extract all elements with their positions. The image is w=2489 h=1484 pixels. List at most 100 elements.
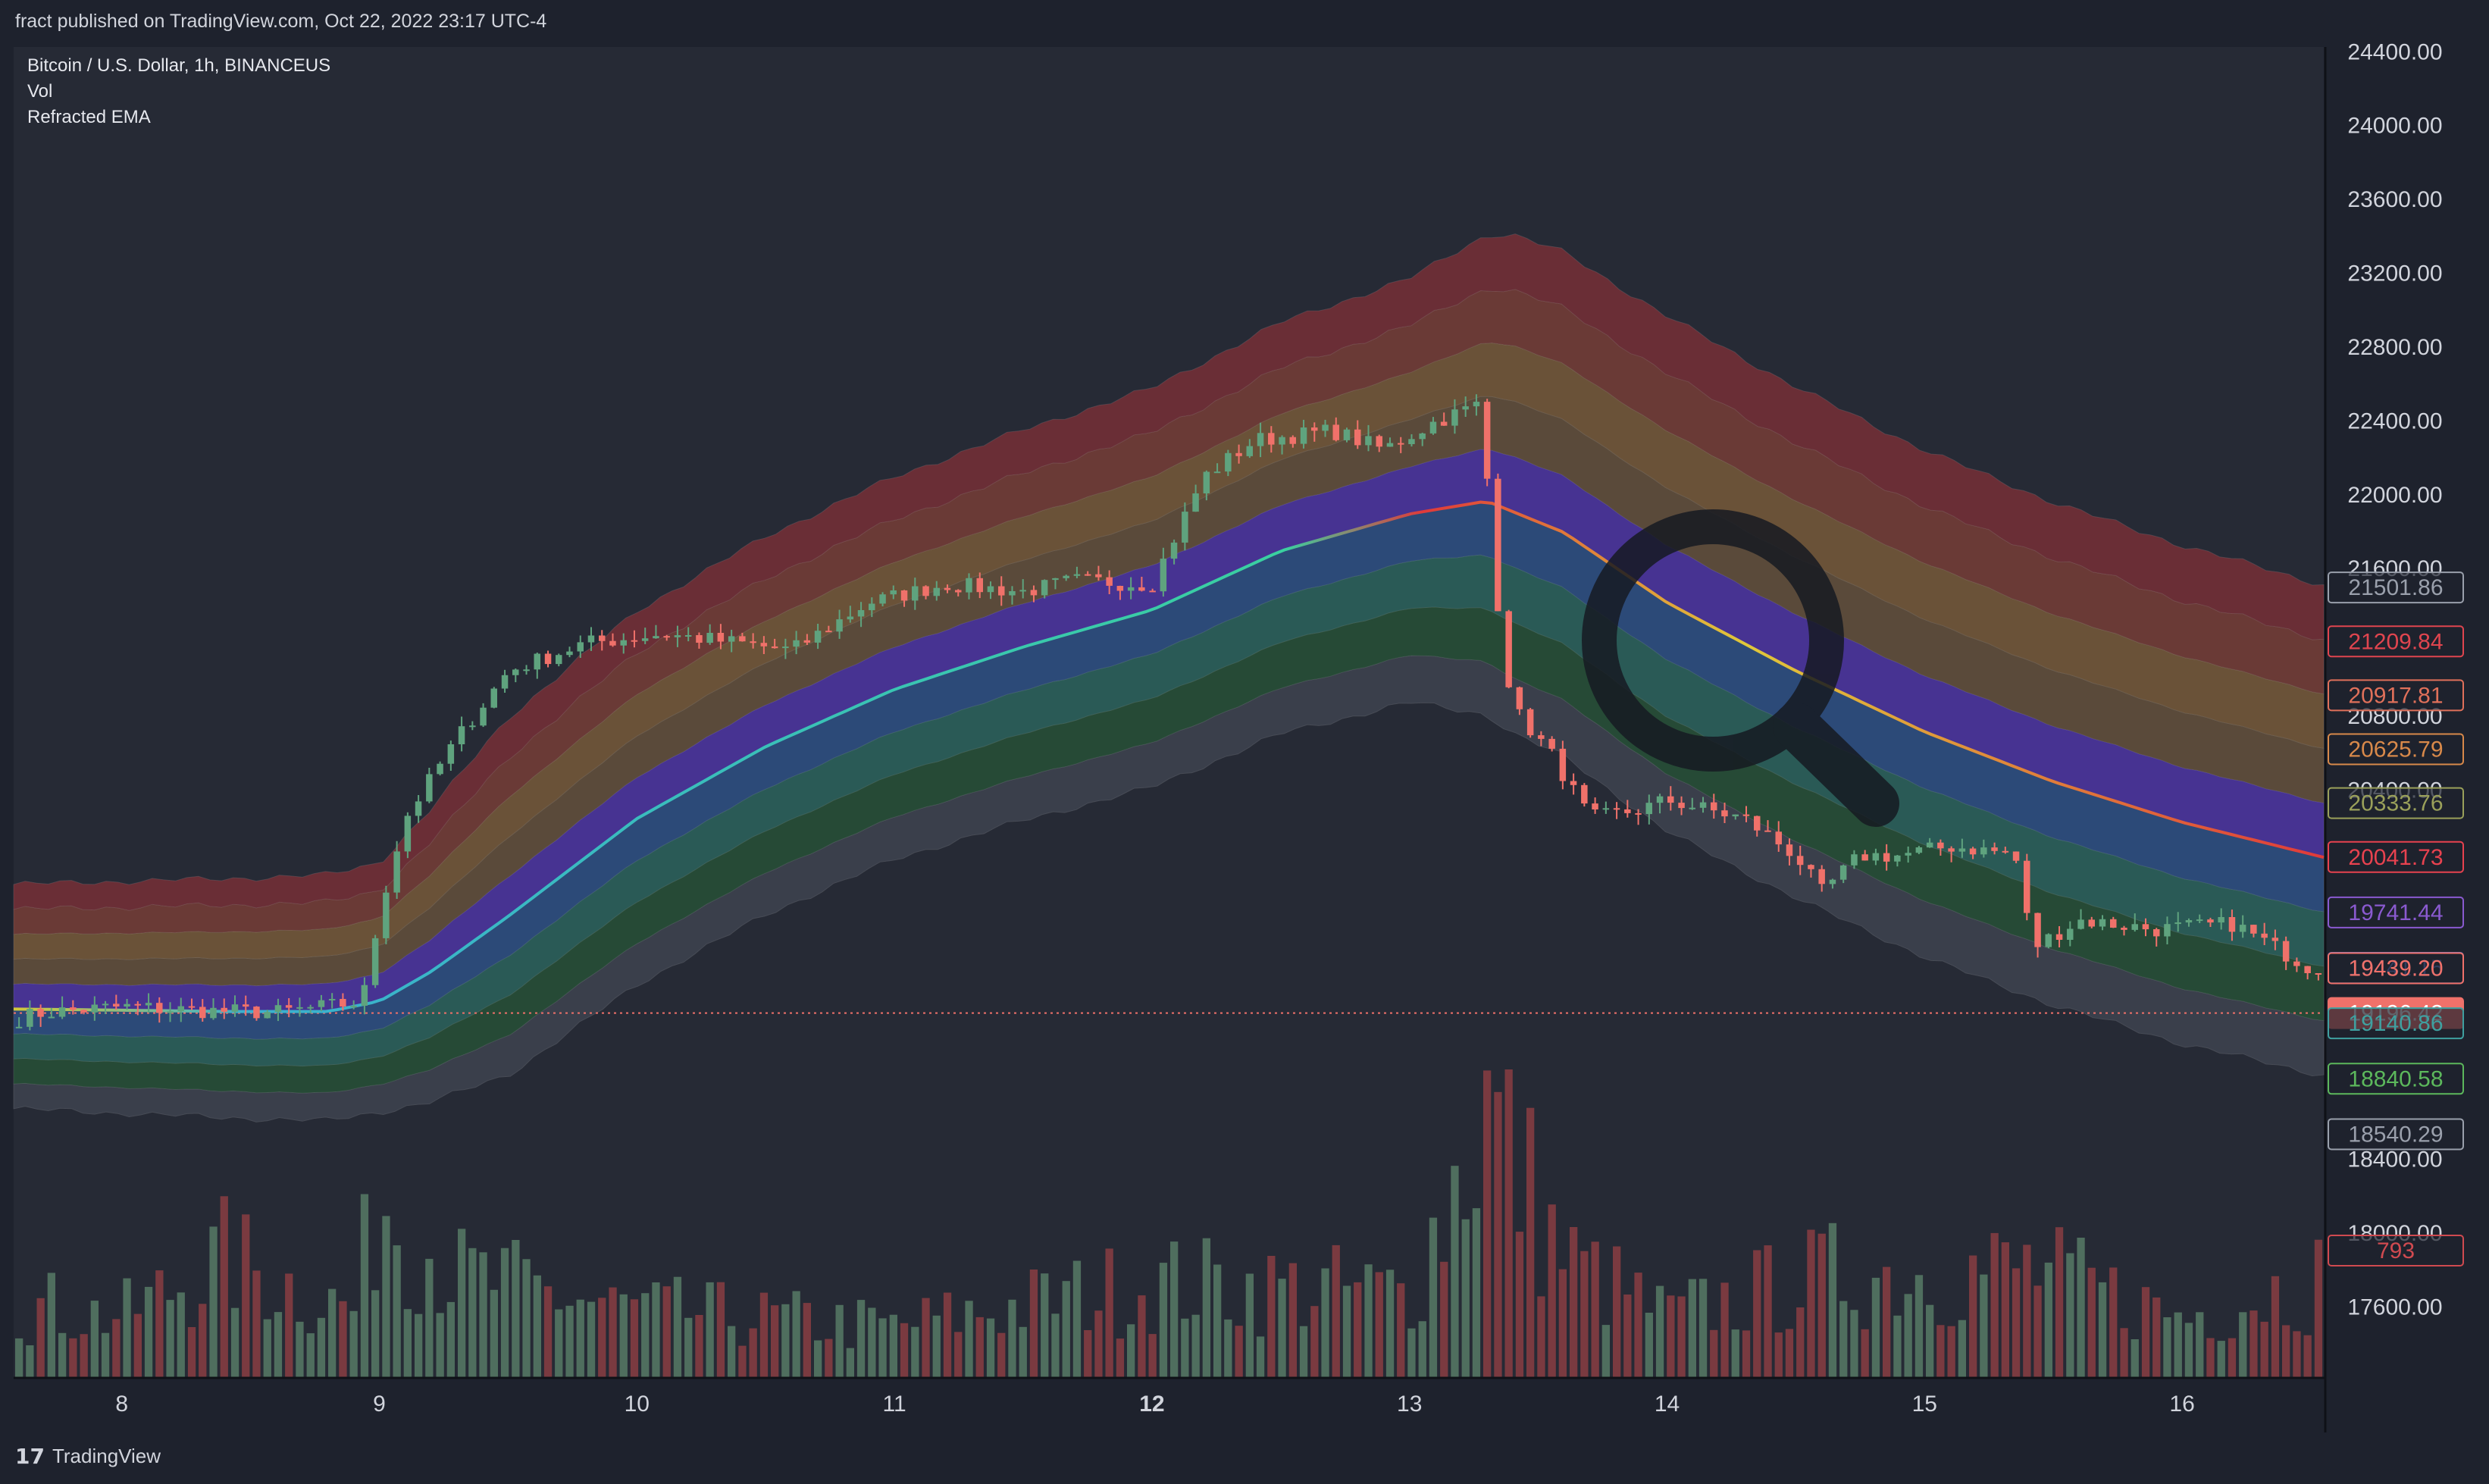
candle-body: [264, 1012, 271, 1019]
candle-body: [1473, 402, 1480, 407]
volume-bars: [15, 1069, 2323, 1378]
candle-body: [955, 590, 962, 593]
volume-bar: [2023, 1244, 2031, 1378]
candle-body: [1570, 781, 1577, 785]
candle-body: [318, 1000, 325, 1007]
volume-bar: [230, 1307, 240, 1378]
candle-body: [1796, 856, 1804, 866]
time-tick-label: 9: [373, 1392, 386, 1417]
candle-body: [1182, 512, 1188, 543]
volume-bar: [878, 1318, 887, 1378]
volume-bar: [490, 1289, 498, 1378]
volume-bar: [2303, 1335, 2312, 1378]
candle-body: [620, 640, 627, 646]
candle-body: [1030, 590, 1038, 596]
volume-bar: [2131, 1339, 2139, 1378]
volume-bar: [1407, 1328, 1416, 1378]
candle-body: [998, 586, 1005, 596]
volume-bar: [619, 1294, 628, 1378]
candle-body: [1376, 436, 1382, 447]
candle-body: [2067, 928, 2074, 940]
time-axis[interactable]: 8 9 10 11 12 13 14 15 16: [115, 1392, 2194, 1417]
symbol-title[interactable]: Bitcoin / U.S. Dollar, 1h, BINANCEUS: [27, 55, 331, 76]
candle-body: [1839, 865, 1847, 880]
candle-body: [869, 603, 875, 611]
candle-body: [1991, 847, 1998, 851]
volume-bar: [911, 1326, 919, 1378]
candle-body: [674, 635, 681, 637]
volume-bar: [1655, 1285, 1664, 1378]
volume-bar: [781, 1304, 790, 1378]
volume-bar: [1310, 1306, 1319, 1378]
volume-bar: [1537, 1296, 1545, 1378]
candle-body: [512, 669, 519, 675]
volume-bar: [1667, 1295, 1675, 1378]
price-label-box: [2328, 787, 2464, 819]
candle-body: [1354, 429, 1361, 446]
candle-body: [1592, 803, 1598, 809]
volume-bar: [1904, 1294, 1912, 1378]
candle-body: [1365, 436, 1372, 446]
volume-bar: [1817, 1233, 1826, 1378]
candle-body: [1526, 709, 1534, 736]
volume-legend[interactable]: Vol: [27, 81, 53, 102]
volume-bar: [1850, 1310, 1858, 1378]
tradingview-logo[interactable]: 17 TradingView: [15, 1444, 161, 1469]
volume-bar: [1591, 1241, 1599, 1378]
volume-bar: [1893, 1315, 1902, 1378]
candle-body: [1268, 433, 1275, 445]
candle-body: [793, 640, 800, 647]
price-label-box: [2328, 841, 2464, 873]
volume-bar: [133, 1313, 142, 1378]
candle-body: [825, 631, 832, 633]
candle-body: [2174, 922, 2181, 925]
candle-body: [167, 1011, 174, 1013]
volume-bar: [749, 1328, 757, 1378]
volume-bar: [2120, 1328, 2128, 1378]
candle-body: [696, 635, 703, 643]
volume-bar: [1224, 1319, 1232, 1378]
refracted-ema-line: [13, 500, 2325, 1013]
volume-bar: [1451, 1166, 1459, 1378]
volume-bar: [1364, 1264, 1373, 1378]
candle-body: [534, 653, 540, 670]
volume-bar: [512, 1240, 520, 1378]
candle-body: [1516, 687, 1523, 709]
volume-bar: [662, 1286, 671, 1378]
candle-body: [458, 726, 465, 744]
time-tick-label: 8: [115, 1392, 128, 1417]
candle-body: [1429, 421, 1437, 434]
magnifier-icon[interactable]: [1582, 509, 1899, 827]
volume-bar: [565, 1305, 574, 1378]
volume-bar: [1677, 1296, 1686, 1378]
volume-bar: [630, 1299, 639, 1378]
volume-bar: [58, 1332, 67, 1378]
volume-bar: [716, 1282, 725, 1378]
candle-body: [102, 1003, 109, 1006]
candle-body: [1808, 865, 1814, 869]
volume-bar: [2206, 1338, 2215, 1378]
volume-bar: [965, 1301, 973, 1378]
price-tick-label: 22400.00: [2347, 409, 2442, 434]
candle-body: [1613, 808, 1620, 810]
candle-body: [566, 651, 573, 656]
volume-bar: [684, 1317, 693, 1378]
volume-bar: [652, 1282, 660, 1378]
volume-bar: [1580, 1251, 1589, 1378]
price-label-text: 20041.73: [2348, 845, 2443, 870]
price-tick-label: 17600.00: [2347, 1295, 2442, 1320]
candle-body: [1300, 427, 1307, 444]
candle-body: [803, 640, 811, 643]
volume-bar: [1429, 1217, 1438, 1378]
volume-bar: [759, 1292, 769, 1378]
candle-body: [556, 655, 562, 665]
candle-body: [728, 636, 735, 642]
candle-body: [1192, 493, 1199, 512]
volume-bar: [1213, 1264, 1222, 1378]
candle-body: [80, 1010, 87, 1013]
volume-bar: [1774, 1332, 1783, 1378]
candle-body: [1246, 446, 1253, 456]
indicator-legend[interactable]: Refracted EMA: [27, 107, 151, 127]
volume-bar: [306, 1333, 315, 1378]
